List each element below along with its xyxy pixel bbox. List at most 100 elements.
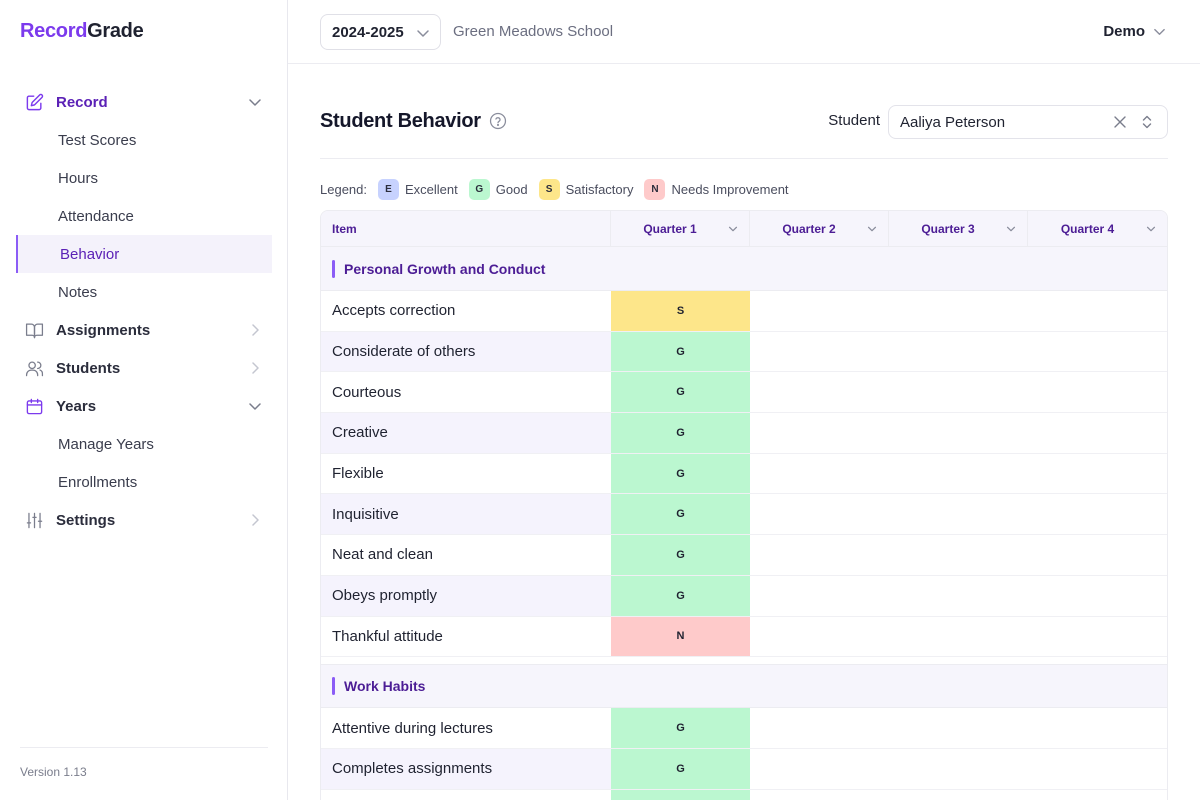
sidebar-item-attendance[interactable]: Attendance [58, 207, 134, 225]
grade-cell-quarter-1[interactable]: G [611, 494, 750, 535]
student-select[interactable]: Aaliya Peterson [888, 105, 1168, 139]
grade-cell-quarter-1[interactable]: G [611, 413, 750, 453]
sidebar-item-behavior[interactable]: Behavior [16, 235, 272, 273]
close-icon[interactable] [1113, 115, 1127, 129]
app-logo[interactable]: RecordGrade [20, 20, 144, 43]
grade-cell-quarter-2[interactable] [750, 372, 889, 413]
grade-cell-quarter-2[interactable] [750, 291, 889, 331]
sidebar-item-settings[interactable]: Settings [0, 501, 288, 539]
sidebar: RecordGrade Record Test Scores Hours Att… [0, 0, 288, 800]
grade-cell-quarter-3[interactable] [889, 748, 1028, 789]
grade-cell-quarter-2[interactable] [750, 748, 889, 789]
table-row: Considerate of others G [321, 331, 1167, 373]
behavior-item-name: Courteous [332, 383, 402, 401]
grade-cell-quarter-4[interactable] [1028, 372, 1167, 413]
sidebar-item-assignments[interactable]: Assignments [0, 311, 288, 349]
chevron-down-icon [867, 226, 877, 232]
grade-cell-quarter-1[interactable]: G [611, 708, 750, 748]
grade-cell-quarter-3[interactable] [889, 331, 1028, 372]
chevron-up-down-icon[interactable] [1141, 114, 1153, 130]
main-content: Student Behavior Student Aaliya Peterson… [320, 64, 1168, 800]
grade-cell-quarter-3[interactable] [889, 453, 1028, 494]
grade-cell-quarter-3[interactable] [889, 616, 1028, 657]
sidebar-item-years[interactable]: Years [0, 387, 288, 425]
grade-cell-quarter-3[interactable] [889, 575, 1028, 616]
column-header-quarter-2[interactable]: Quarter 2 [750, 211, 889, 247]
column-header-label: Quarter 3 [921, 222, 975, 236]
legend-chip-satisfactory: S [538, 178, 560, 200]
grade-cell-quarter-4[interactable] [1028, 575, 1167, 616]
grade-cell-quarter-1[interactable]: G [611, 575, 750, 616]
grade-cell-quarter-4[interactable] [1028, 413, 1167, 453]
grade-cell-quarter-4[interactable] [1028, 708, 1167, 748]
school-name: Green Meadows School [453, 23, 614, 40]
chevron-down-icon [1154, 28, 1165, 35]
grade-cell-quarter-2[interactable] [750, 413, 889, 453]
table-row: Creative G [321, 413, 1167, 454]
sidebar-item-hours[interactable]: Hours [58, 169, 99, 187]
sidebar-item-manage-years[interactable]: Manage Years [58, 435, 154, 453]
grade-cell-quarter-4[interactable] [1028, 494, 1167, 535]
grade-cell-quarter-1[interactable]: G [611, 535, 750, 575]
table-row: Courteous G [321, 372, 1167, 414]
grade-cell-quarter-4[interactable] [1028, 291, 1167, 331]
grade-cell-quarter-3[interactable] [889, 708, 1028, 748]
grade-cell-quarter-3[interactable] [889, 413, 1028, 453]
legend-chip-good: G [468, 178, 490, 200]
column-header-quarter-1[interactable]: Quarter 1 [611, 211, 750, 247]
grade-cell-quarter-3[interactable] [889, 535, 1028, 575]
chevron-down-icon [1006, 226, 1016, 232]
grade-cell-quarter-1[interactable]: G [611, 748, 750, 789]
grade-cell-quarter-2[interactable] [750, 535, 889, 575]
grade-cell-quarter-2[interactable] [750, 708, 889, 748]
table-header: Item Quarter 1 Quarter 2 Quarter 3 Quart… [321, 211, 1167, 247]
grade-cell-quarter-1[interactable]: G [611, 372, 750, 413]
grade-cell-quarter-2[interactable] [750, 494, 889, 535]
help-icon[interactable] [489, 112, 507, 130]
grade-cell-quarter-4[interactable] [1028, 331, 1167, 372]
sidebar-item-notes[interactable]: Notes [58, 283, 98, 301]
legend-label-good: Good [495, 181, 528, 197]
grade-cell-quarter-4[interactable] [1028, 535, 1167, 575]
chevron-down-icon [249, 403, 261, 410]
year-select[interactable]: 2024-2025 [320, 14, 441, 50]
sidebar-item-enrollments[interactable]: Enrollments [58, 473, 138, 491]
grade-cell-quarter-1[interactable]: N [611, 616, 750, 657]
topbar: 2024-2025 Green Meadows School Demo [288, 0, 1200, 64]
sidebar-item-students[interactable]: Students [0, 349, 288, 387]
grade-cell-quarter-1[interactable]: G [611, 789, 750, 800]
grade-cell-quarter-3[interactable] [889, 789, 1028, 800]
table-row: Inquisitive G [321, 494, 1167, 536]
user-menu[interactable]: Demo [1103, 23, 1166, 40]
grade-cell-quarter-2[interactable] [750, 331, 889, 372]
user-name: Demo [1103, 23, 1145, 40]
grade-cell-quarter-2[interactable] [750, 575, 889, 616]
grade-cell-quarter-4[interactable] [1028, 789, 1167, 800]
chevron-down-icon [249, 99, 261, 106]
behavior-table: Item Quarter 1 Quarter 2 Quarter 3 Quart… [320, 210, 1168, 800]
table-body: Personal Growth and Conduct Accepts corre… [321, 247, 1167, 800]
column-header-quarter-4[interactable]: Quarter 4 [1028, 211, 1167, 247]
legend-chip-excellent: E [378, 178, 399, 200]
grade-cell-quarter-1[interactable]: G [611, 453, 750, 494]
chevron-down-icon [1146, 226, 1156, 232]
table-row: Flexible G [321, 453, 1167, 495]
grade-cell-quarter-2[interactable] [750, 453, 889, 494]
sidebar-item-record[interactable]: Record [0, 83, 288, 121]
grade-cell-quarter-2[interactable] [750, 789, 889, 800]
legend: Legend: E Excellent G Good S Satisfactor… [320, 178, 800, 200]
sidebar-item-test-scores[interactable]: Test Scores [58, 131, 137, 149]
grade-cell-quarter-4[interactable] [1028, 748, 1167, 789]
grade-cell-quarter-4[interactable] [1028, 453, 1167, 494]
grade-cell-quarter-3[interactable] [889, 291, 1028, 331]
behavior-item-name [321, 790, 611, 800]
column-header-quarter-3[interactable]: Quarter 3 [889, 211, 1028, 247]
grade-cell-quarter-4[interactable] [1028, 616, 1167, 657]
grade-cell-quarter-1[interactable]: G [611, 331, 750, 372]
grade-cell-quarter-3[interactable] [889, 494, 1028, 535]
grade-cell-quarter-2[interactable] [750, 616, 889, 657]
grade-cell-quarter-3[interactable] [889, 372, 1028, 413]
grade-cell-quarter-1[interactable]: S [611, 291, 750, 331]
behavior-item-name: Considerate of others [321, 331, 611, 372]
behavior-item-name: Inquisitive [321, 494, 611, 535]
